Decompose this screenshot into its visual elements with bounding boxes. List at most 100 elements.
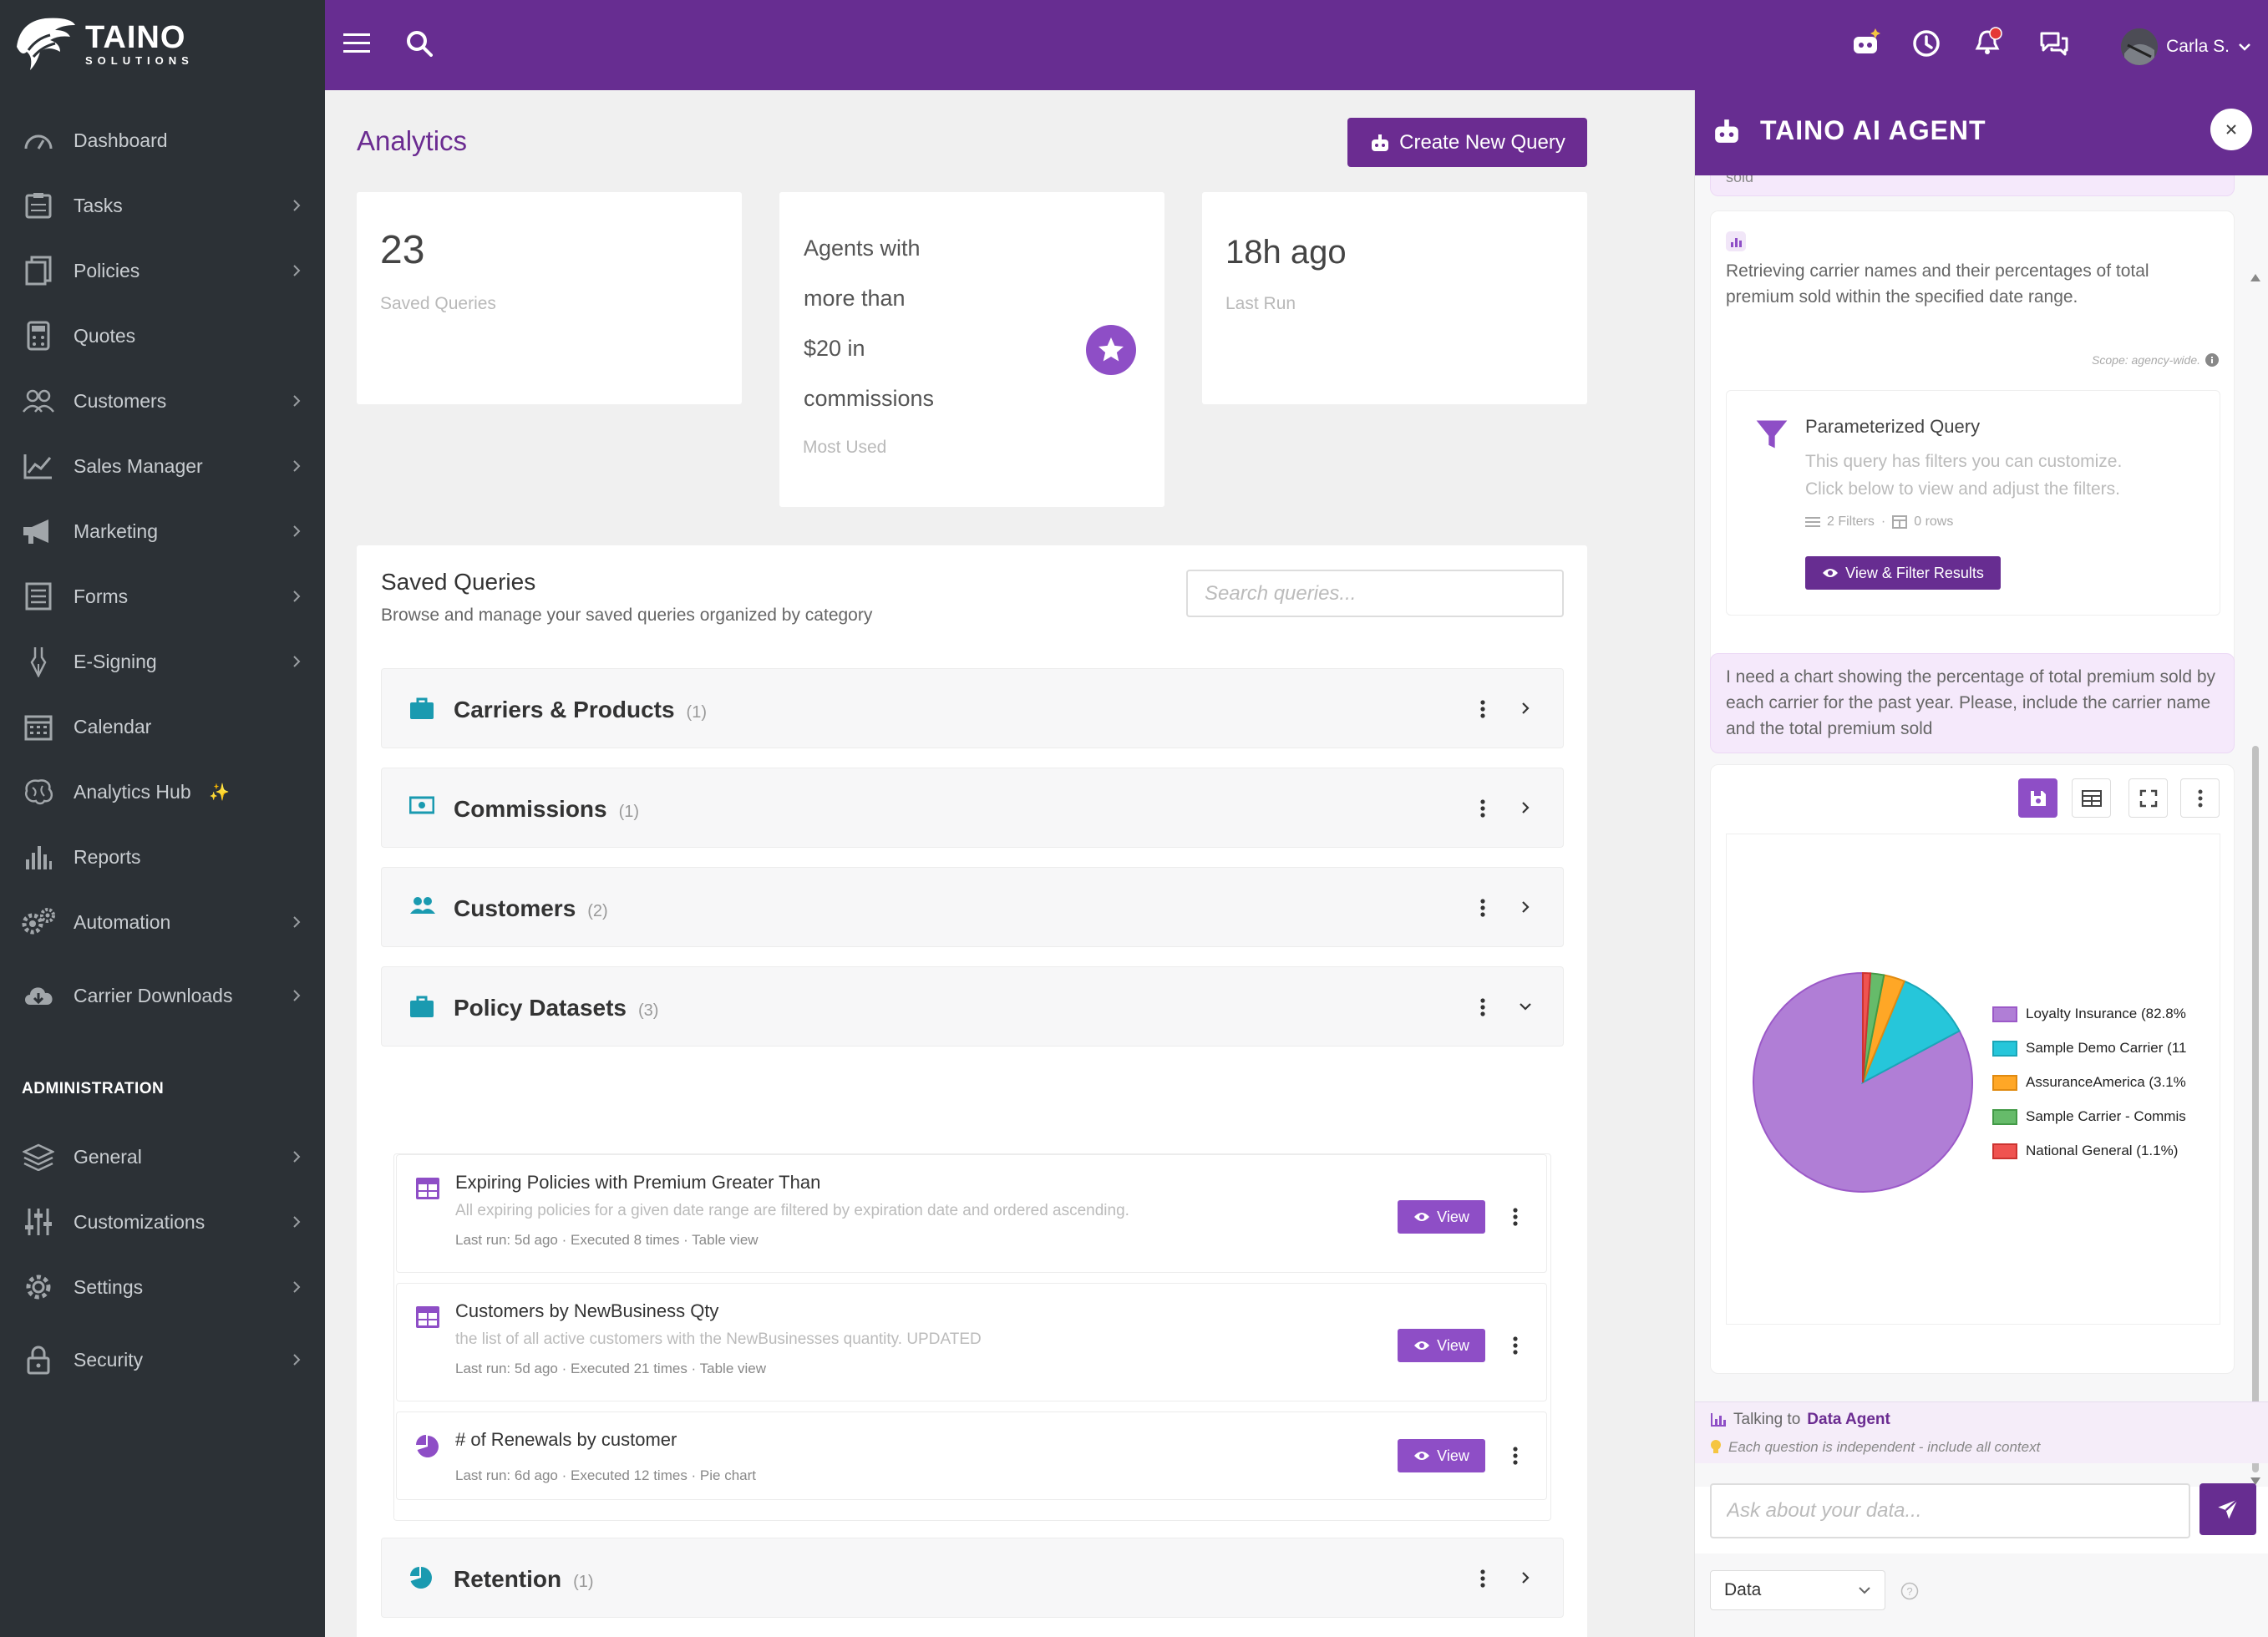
chart-small-icon: [1726, 231, 1746, 251]
kebab-menu-icon[interactable]: [1479, 896, 1487, 920]
legend-swatch: [1992, 1143, 2017, 1159]
legend-item[interactable]: Sample Carrier - Commis: [1992, 1108, 2186, 1125]
chevron-right-icon[interactable]: [1518, 900, 1533, 915]
category-carriers-products[interactable]: Carriers & Products (1): [381, 668, 1564, 748]
sidebar-item-reports[interactable]: Reports: [0, 832, 325, 882]
kebab-menu-icon[interactable]: [1479, 697, 1487, 721]
kebab-icon: [2198, 789, 2202, 807]
category-label: Commissions: [454, 796, 607, 822]
legend-item[interactable]: Loyalty Insurance (82.8%: [1992, 1006, 2186, 1022]
stat-caption: Last Run: [1225, 294, 1296, 313]
robot-icon: [1715, 119, 1738, 143]
category-label: Retention: [454, 1566, 562, 1592]
sidebar-item-dashboard[interactable]: Dashboard: [0, 115, 325, 165]
category-policy-datasets[interactable]: Policy Datasets (3): [381, 966, 1564, 1047]
pie-slice[interactable]: [1861, 980, 1961, 1085]
sidebar-item-tasks[interactable]: Tasks: [0, 180, 325, 231]
kebab-menu-icon[interactable]: [1479, 1567, 1487, 1590]
category-retention[interactable]: Retention (1): [381, 1538, 1564, 1618]
chart-more-button[interactable]: [2180, 778, 2220, 818]
hint: Each question is independent - include a…: [1710, 1439, 2040, 1456]
chart-card: Loyalty Insurance (82.8% Sample Demo Carr…: [1710, 764, 2235, 1374]
saved-query-item[interactable]: # of Renewals by customer Last run: 6d ag…: [396, 1411, 1547, 1500]
mode-select[interactable]: Data: [1710, 1570, 1885, 1610]
category-commissions[interactable]: Commissions (1): [381, 768, 1564, 848]
stat-card-saved-queries: 23 Saved Queries: [357, 192, 742, 404]
hamburger-menu-icon[interactable]: [340, 27, 373, 60]
sidebar-item-quotes[interactable]: Quotes: [0, 311, 325, 361]
chevron-down-icon[interactable]: [1518, 999, 1533, 1014]
chevron-right-icon: [290, 915, 303, 929]
sidebar-item-customers[interactable]: Customers: [0, 376, 325, 426]
sidebar-item-carrier-downloads[interactable]: Carrier Downloads: [0, 971, 325, 1021]
pie-chart-icon: [415, 1434, 440, 1459]
scope-note: Scope: agency-wide.: [2092, 353, 2219, 367]
sidebar-item-sales-manager[interactable]: Sales Manager: [0, 441, 325, 491]
sidebar-item-settings[interactable]: Settings: [0, 1262, 325, 1312]
kebab-menu-icon[interactable]: [1511, 1334, 1520, 1357]
history-clock-icon[interactable]: [1910, 27, 1943, 60]
saved-query-item[interactable]: Customers by NewBusiness Qty the list of …: [396, 1283, 1547, 1401]
search-icon[interactable]: [403, 27, 436, 60]
table-icon: [415, 1305, 440, 1330]
pie-slice[interactable]: [1753, 971, 1973, 1193]
search-queries-input[interactable]: [1186, 570, 1564, 617]
rows-count: 0 rows: [1914, 514, 1954, 529]
view-button[interactable]: View: [1398, 1200, 1485, 1234]
sliders-icon: [20, 1204, 57, 1240]
category-customers[interactable]: Customers (2): [381, 867, 1564, 947]
close-panel-button[interactable]: [2210, 109, 2252, 150]
sidebar-item-automation[interactable]: Automation: [0, 897, 325, 947]
line-chart-icon: [20, 448, 57, 484]
chat-bubbles-icon[interactable]: [2037, 27, 2071, 60]
kebab-menu-icon[interactable]: [1511, 1205, 1520, 1229]
fullscreen-button[interactable]: [2128, 778, 2168, 818]
sidebar-item-customizations[interactable]: Customizations: [0, 1197, 325, 1247]
kebab-menu-icon[interactable]: [1511, 1444, 1520, 1467]
chat-area[interactable]: sold Retrieving carrier names and their …: [1695, 175, 2268, 1487]
sidebar-item-marketing[interactable]: Marketing: [0, 506, 325, 556]
sidebar-item-label: Forms: [74, 585, 129, 607]
sidebar-item-general[interactable]: General: [0, 1132, 325, 1182]
chevron-right-icon: [290, 1353, 303, 1366]
sidebar-item-analytics-hub[interactable]: Analytics Hub ✨: [0, 767, 325, 817]
legend-item[interactable]: AssuranceAmerica (3.1%: [1992, 1074, 2186, 1091]
chevron-right-icon[interactable]: [1518, 701, 1533, 716]
ai-robot-icon[interactable]: [1850, 25, 1884, 58]
sidebar-item-forms[interactable]: Forms: [0, 571, 325, 621]
chat-scrollbar[interactable]: [2250, 274, 2261, 1485]
view-button[interactable]: View: [1398, 1439, 1485, 1472]
sidebar-item-policies[interactable]: Policies: [0, 246, 325, 296]
kebab-menu-icon[interactable]: [1479, 797, 1487, 820]
view-button[interactable]: View: [1398, 1329, 1485, 1362]
view-filter-results-button[interactable]: View & Filter Results: [1805, 556, 2001, 590]
help-icon[interactable]: ?: [1900, 1582, 1919, 1600]
legend-item[interactable]: Sample Demo Carrier (11: [1992, 1040, 2186, 1057]
send-button[interactable]: [2200, 1483, 2256, 1535]
notifications-bell-icon[interactable]: [1971, 25, 2004, 58]
stat-card-last-run: 18h ago Last Run: [1202, 192, 1587, 404]
category-label: Policy Datasets: [454, 995, 627, 1021]
sidebar-item-security[interactable]: Security: [0, 1335, 325, 1385]
legend-item[interactable]: National General (1.1%): [1992, 1143, 2178, 1159]
create-new-query-button[interactable]: Create New Query: [1347, 118, 1587, 167]
saved-query-item[interactable]: Expiring Policies with Premium Greater T…: [396, 1154, 1547, 1273]
ask-data-input[interactable]: [1710, 1483, 2190, 1538]
chevron-right-icon[interactable]: [1518, 1570, 1533, 1585]
pie-slice[interactable]: [1862, 971, 1872, 1083]
taino-logo[interactable]: TAINO SOLUTIONS: [12, 13, 194, 73]
chevron-right-icon[interactable]: [1518, 800, 1533, 815]
user-menu[interactable]: Carla S.: [2121, 28, 2251, 65]
chevron-right-icon: [290, 1215, 303, 1229]
save-chart-button[interactable]: [2018, 778, 2057, 818]
users-icon: [409, 895, 435, 920]
meta-separator: ·: [1880, 514, 1886, 529]
chevron-right-icon: [290, 199, 303, 212]
fullscreen-icon: [2139, 789, 2157, 807]
sidebar-item-calendar[interactable]: Calendar: [0, 702, 325, 752]
table-view-button[interactable]: [2072, 778, 2111, 818]
kebab-menu-icon[interactable]: [1479, 996, 1487, 1019]
param-query-meta: 2 Filters · 0 rows: [1805, 514, 1953, 530]
create-new-query-label: Create New Query: [1399, 130, 1565, 154]
sidebar-item-e-signing[interactable]: E-Signing: [0, 636, 325, 687]
